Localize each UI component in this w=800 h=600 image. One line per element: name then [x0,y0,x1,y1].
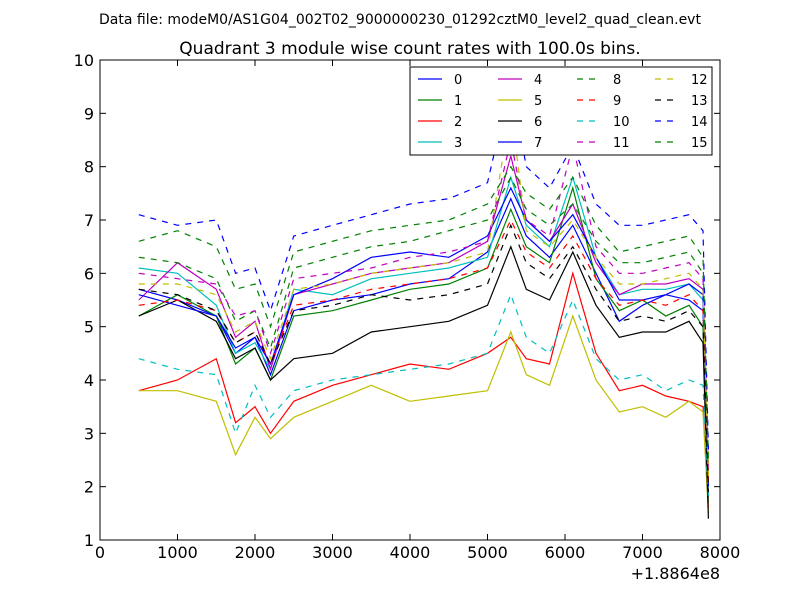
x-tick-label: 0 [95,543,105,562]
y-tick-label: 3 [84,424,94,443]
x-tick-label: 2000 [235,543,276,562]
x-tick-label: 3000 [312,543,353,562]
series-line-15 [138,165,709,461]
y-tick-label: 2 [84,478,94,497]
series-line-0 [138,197,709,498]
legend-label-12: 12 [691,73,708,88]
chart-title: Quadrant 3 module wise count rates with … [179,39,640,59]
legend-label-10: 10 [613,115,630,130]
legend-label-9: 9 [613,94,621,109]
legend-label-6: 6 [534,115,542,130]
x-tick-label: 4000 [390,543,431,562]
x-tick-label: 1000 [157,543,198,562]
legend-label-5: 5 [534,94,542,109]
series-line-12 [138,107,709,477]
y-tick-label: 4 [84,371,94,390]
legend-label-7: 7 [534,136,542,151]
data-file-title: Data file: modeM0/AS1G04_002T02_90000002… [99,12,701,28]
series-line-9 [138,218,709,482]
y-tick-label: 7 [84,211,94,230]
legend-label-11: 11 [613,136,630,151]
y-tick-label: 6 [84,264,94,283]
x-tick-label: 8000 [700,543,741,562]
legend-label-13: 13 [691,94,708,109]
series-line-10 [138,293,709,498]
legend-label-3: 3 [454,136,462,151]
legend-label-2: 2 [454,115,462,130]
series-line-7 [138,186,709,487]
plot-area [138,81,709,519]
series-line-3 [138,175,709,487]
series-line-6 [138,245,709,519]
x-tick-label: 5000 [467,543,508,562]
series-line-8 [138,175,709,466]
y-tick-label: 9 [84,104,94,123]
legend-label-8: 8 [613,73,621,88]
legend-box [409,66,713,156]
series-line-14 [138,81,709,450]
legend-label-14: 14 [691,115,708,130]
x-tick-label: 7000 [622,543,663,562]
legend-label-4: 4 [534,73,542,88]
series-line-1 [138,185,709,503]
y-tick-label: 1 [84,531,94,550]
y-tick-label: 10 [74,51,94,70]
series-line-13 [138,223,709,493]
legend-label-15: 15 [691,136,708,151]
series-line-5 [138,314,709,514]
series-line-4 [138,155,709,477]
series-line-11 [138,139,709,471]
y-tick-label: 5 [84,318,94,337]
y-tick-label: 8 [84,158,94,177]
legend-label-1: 1 [454,94,462,109]
x-tick-label: 6000 [545,543,586,562]
x-axis: 0 1000 2000 3000 4000 5000 6000 7000 8000 [95,60,740,562]
legend-label-0: 0 [454,73,462,88]
x-offset-label: +1.8864e8 [631,564,720,583]
